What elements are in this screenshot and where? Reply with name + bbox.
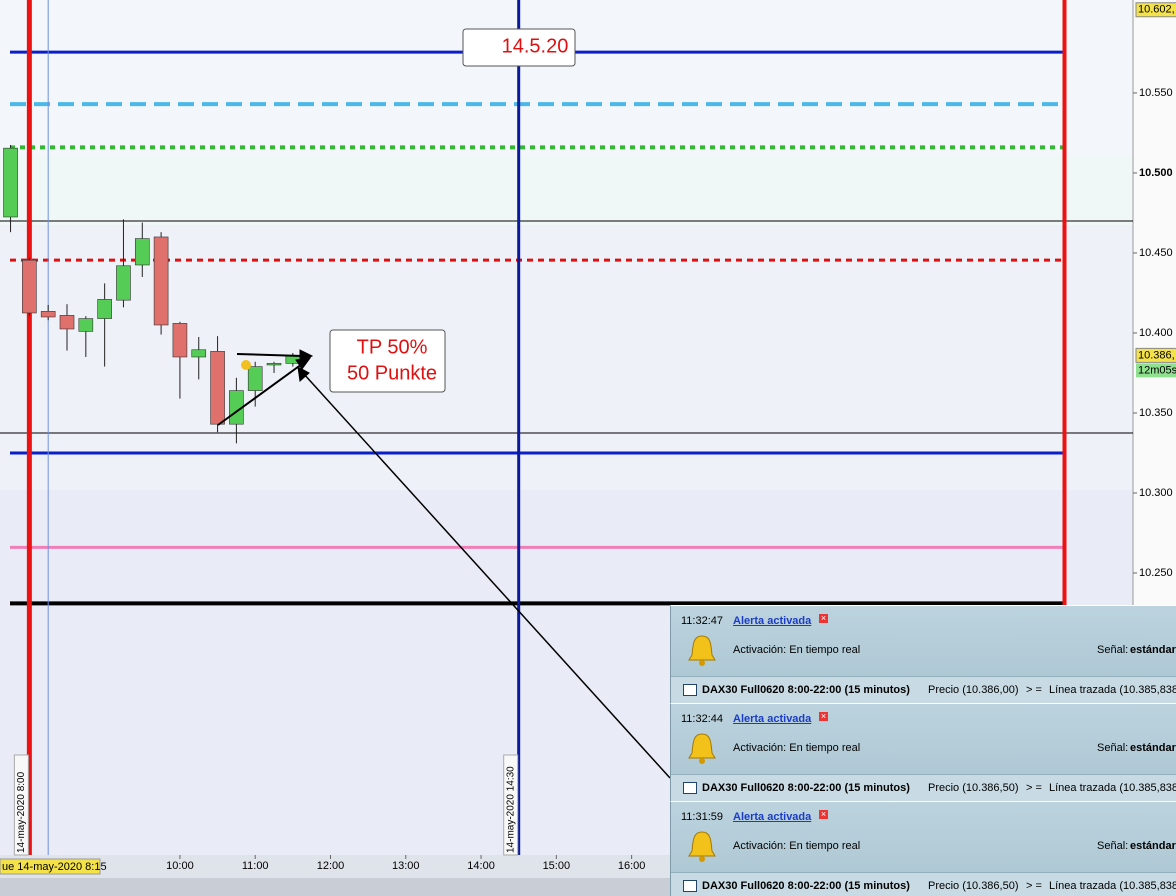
arrow [236,353,303,357]
alert-text: Línea trazada (10.385,838 [1049,880,1176,892]
vline-label: 14-may-2020 8:00 [16,771,27,853]
annotation: 50 Punkte [347,362,437,384]
candle-body [59,315,75,330]
x-tick-label: 14:00 [467,860,495,872]
alert-text: DAX30 Full0620 8:00-22:00 (15 minutos) [702,782,910,794]
alert-link[interactable]: Alerta activada [733,615,812,627]
arrows [217,349,671,779]
y-tick-label: 10.550 [1139,87,1173,99]
alert: 11:32:44 Alerta activada × Activación: En t… [670,703,1176,801]
annotation-box [329,329,446,393]
alert-text: Activación: En tiempo real [733,742,861,754]
chart-icon [683,880,697,892]
alert-text: > = [1026,880,1042,892]
countdown: 12m05s [1138,364,1176,376]
alert-text: Activación: En tiempo real [733,644,861,656]
x-tick-label: 15:00 [543,860,571,872]
x-tick-label: 12:00 [317,860,345,872]
countdown-bg [1136,363,1176,378]
alert-text: Activación: En tiempo real [733,840,861,852]
alert-text: Señal: [1097,840,1129,852]
vline-label-bg [13,754,29,856]
band [0,0,1133,155]
candle-body [116,265,131,301]
alert-link[interactable]: Alerta activada [733,811,812,823]
x-tick-label: 10:00 [166,860,194,872]
alert-text: estándar [1130,840,1176,852]
x-tick-label: 16:00 [618,860,646,872]
alert-text: Línea trazada (10.385,838 [1049,782,1176,794]
candle-body [172,323,188,358]
alert-text: DAX30 Full0620 8:00-22:00 (15 minutos) [702,880,910,892]
alert-text: estándar [1130,742,1176,754]
candle-body [3,147,18,218]
y-tick-label: 10.250 [1139,567,1173,579]
alert: 11:31:59 Alerta activada × Activación: En t… [670,801,1176,896]
y-tick-label: 10.300 [1139,487,1173,499]
close-icon[interactable]: × [819,613,828,623]
candle-body [40,311,56,318]
alert-text: Línea trazada (10.385,838 [1049,684,1176,696]
bell-icon [688,635,716,666]
chart-icon [683,782,697,794]
chart-icon [683,684,697,696]
alert-footer: DAX30 Full0620 8:00-22:00 (15 minutos) Pr… [671,676,1176,703]
candle-body [153,236,169,326]
candle-body [266,363,282,366]
x-tick-label: 13:00 [392,860,420,872]
close-icon[interactable]: × [819,711,828,721]
y-tick-label: 10.500 [1139,167,1173,179]
candle-body [191,349,207,358]
y-tick-label: 10.400 [1139,327,1173,339]
vline-label: 14-may-2020 14:30 [505,766,516,853]
bell-icon [688,831,716,862]
candle-body [210,351,225,425]
alert-text: DAX30 Full0620 8:00-22:00 (15 minutos) [702,684,910,696]
vline-label-bg [503,754,519,856]
alert-text: Señal: [1097,742,1129,754]
alert-text: 11:32:47 [681,615,724,627]
candle-body [97,299,112,319]
alert-text: estándar [1130,644,1176,656]
annotation-box [462,28,576,67]
x-tick-label: 11:00 [242,860,269,872]
bell-icon [241,360,251,370]
band [0,155,1133,225]
annotation: 14.5.20 [502,35,569,57]
band [0,225,1133,490]
price-marker: 10.602, [1138,4,1175,16]
alert-text: Precio (10.386,50) [928,880,1019,892]
price-marker-bg [1135,2,1176,18]
candle-body [134,238,150,266]
alert-text: 11:31:59 [681,811,724,823]
alert-link[interactable]: Alerta activada [733,713,812,725]
candle-body [78,318,94,332]
price-marker-bg [1135,347,1176,363]
alert-text: > = [1026,782,1042,794]
alert-text: Precio (10.386,00) [928,684,1019,696]
arrowhead [299,349,314,363]
y-tick-label: 10.350 [1139,407,1173,419]
alert-text: 11:32:44 [681,713,724,725]
candle-body [247,366,263,391]
bell-icon [688,733,716,764]
arrow [217,363,303,426]
alert-footer: DAX30 Full0620 8:00-22:00 (15 minutos) Pr… [671,872,1176,896]
cursor-label-bg [0,858,101,875]
alert-text: Precio (10.386,50) [928,782,1019,794]
arrowhead [297,366,310,382]
alert-text: > = [1026,684,1042,696]
price-marker: 10.386, [1138,349,1175,361]
alert-text: Señal: [1097,644,1129,656]
cursor-label: ue 14-may-2020 8:15 [2,861,107,873]
alert: 11:32:47 Alerta activada × Activación: En t… [670,605,1176,703]
y-tick-label: 10.450 [1139,247,1173,259]
candle-body [22,259,37,314]
close-icon[interactable]: × [819,809,828,819]
annotation: TP 50% [357,336,428,358]
arrow [302,372,671,779]
alert-footer: DAX30 Full0620 8:00-22:00 (15 minutos) Pr… [671,774,1176,801]
